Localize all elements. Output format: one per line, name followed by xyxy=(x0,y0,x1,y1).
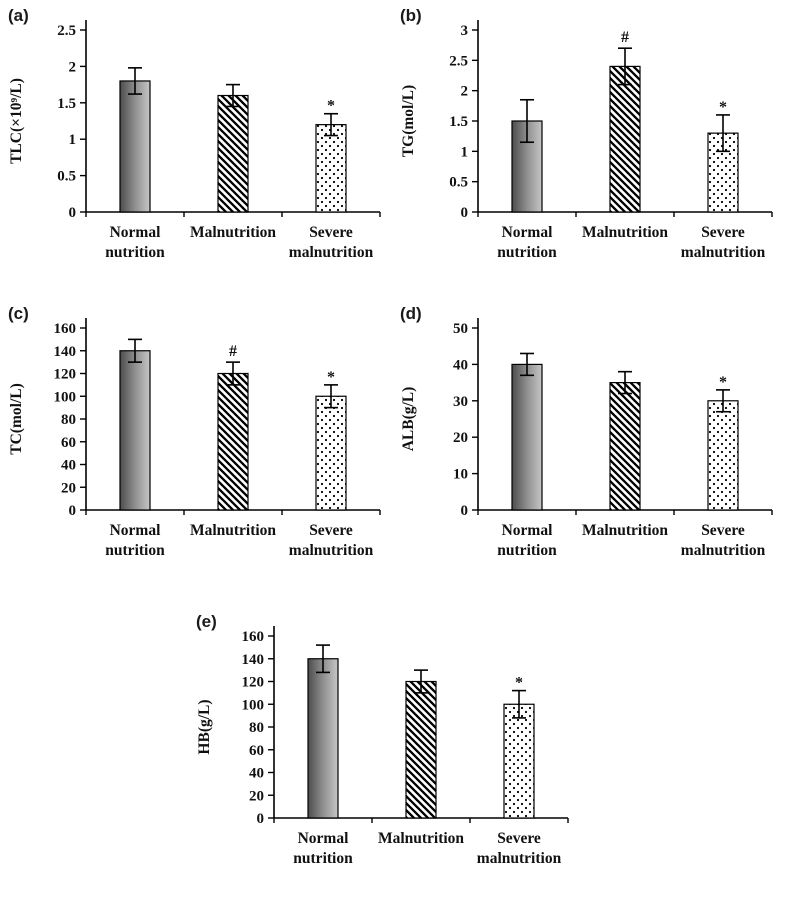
bar-chart-hb: 0 20 40 60 80 100 120 140 160 Normal nutrition Maln… xyxy=(196,626,569,867)
svg-text:nutrition: nutrition xyxy=(105,244,165,261)
bar-chart-alb: 0 10 20 30 40 50 Normal nutrition Malnutrition * S… xyxy=(400,318,773,559)
svg-text:Severe: Severe xyxy=(309,522,353,539)
svg-text:nutrition: nutrition xyxy=(497,244,557,261)
svg-text:ALB(g/L): ALB(g/L) xyxy=(400,387,417,452)
svg-text:Malnutrition: Malnutrition xyxy=(378,830,464,847)
svg-text:*: * xyxy=(719,99,727,116)
svg-text:TG(mol/L): TG(mol/L) xyxy=(400,85,417,157)
svg-text:0: 0 xyxy=(461,503,469,519)
svg-text:80: 80 xyxy=(249,720,264,736)
panel-label-b: (b) xyxy=(400,6,422,25)
svg-text:1.5: 1.5 xyxy=(57,96,76,112)
svg-text:1: 1 xyxy=(461,144,469,160)
chart-panel-d: (d) 0 10 20 30 40 50 Normal nutrition Malnutriti… xyxy=(396,302,786,587)
svg-text:2.5: 2.5 xyxy=(57,23,76,39)
svg-text:Malnutrition: Malnutrition xyxy=(190,224,276,241)
svg-text:Severe: Severe xyxy=(309,224,353,241)
svg-text:Normal: Normal xyxy=(502,522,553,539)
svg-text:10: 10 xyxy=(453,467,468,483)
svg-text:100: 100 xyxy=(242,697,265,713)
svg-text:0: 0 xyxy=(69,205,77,221)
svg-text:40: 40 xyxy=(61,458,76,474)
svg-text:Normal: Normal xyxy=(110,224,161,241)
svg-text:30: 30 xyxy=(453,394,468,410)
svg-text:50: 50 xyxy=(453,321,468,337)
svg-text:60: 60 xyxy=(61,435,76,451)
svg-text:3: 3 xyxy=(461,23,469,39)
svg-text:Severe: Severe xyxy=(701,224,745,241)
bar-chart-tc: 0 20 40 60 80 100 120 140 160 Normal nutrition # Mal… xyxy=(8,318,381,559)
panel-label-d: (d) xyxy=(400,304,422,323)
svg-text:140: 140 xyxy=(54,344,77,360)
svg-text:160: 160 xyxy=(54,321,77,337)
svg-text:malnutrition: malnutrition xyxy=(681,542,766,559)
svg-text:Severe: Severe xyxy=(497,830,541,847)
svg-text:*: * xyxy=(719,374,727,391)
svg-text:2.5: 2.5 xyxy=(449,53,468,69)
svg-text:#: # xyxy=(621,29,629,46)
svg-text:60: 60 xyxy=(249,743,264,759)
svg-text:40: 40 xyxy=(249,766,264,782)
svg-text:Malnutrition: Malnutrition xyxy=(582,224,668,241)
svg-text:140: 140 xyxy=(242,652,265,668)
svg-text:40: 40 xyxy=(453,357,468,373)
svg-text:Normal: Normal xyxy=(110,522,161,539)
svg-text:0.5: 0.5 xyxy=(449,175,468,191)
bar-chart-tlc: 0 0.5 1 1.5 2 2.5 Normal nutrition Malnutrition *… xyxy=(8,20,381,261)
svg-text:nutrition: nutrition xyxy=(105,542,165,559)
svg-text:2: 2 xyxy=(461,84,469,100)
panel-label-e: (e) xyxy=(196,612,217,631)
svg-text:nutrition: nutrition xyxy=(293,850,353,867)
svg-text:malnutrition: malnutrition xyxy=(681,244,766,261)
chart-panel-c: (c) 0 20 40 60 80 100 120 140 160 Normal nutrition… xyxy=(4,302,397,587)
svg-text:2: 2 xyxy=(69,59,77,75)
svg-text:80: 80 xyxy=(61,412,76,428)
svg-text:1.5: 1.5 xyxy=(449,114,468,130)
svg-text:nutrition: nutrition xyxy=(497,542,557,559)
svg-text:0: 0 xyxy=(461,205,469,221)
svg-text:Severe: Severe xyxy=(701,522,745,539)
svg-text:20: 20 xyxy=(61,480,76,496)
svg-text:120: 120 xyxy=(54,367,77,383)
svg-text:#: # xyxy=(229,343,237,360)
chart-panel-b: (b) 0 0.5 1 1.5 2 2.5 3 Normal nutrition # Malnutr… xyxy=(396,4,786,289)
svg-text:malnutrition: malnutrition xyxy=(289,244,374,261)
svg-text:120: 120 xyxy=(242,675,265,691)
panel-label-c: (c) xyxy=(8,304,29,323)
svg-text:malnutrition: malnutrition xyxy=(289,542,374,559)
svg-text:*: * xyxy=(515,675,523,692)
svg-text:100: 100 xyxy=(54,389,77,405)
chart-panel-e: (e) 0 20 40 60 80 100 120 140 160 Normal nutrition… xyxy=(192,610,585,895)
svg-text:HB(g/L): HB(g/L) xyxy=(196,699,213,754)
svg-text:TC(mol/L): TC(mol/L) xyxy=(8,383,25,454)
svg-text:Normal: Normal xyxy=(298,830,349,847)
svg-text:20: 20 xyxy=(249,788,264,804)
bar-chart-tg: 0 0.5 1 1.5 2 2.5 3 Normal nutrition # Malnutritio… xyxy=(400,20,773,261)
svg-text:Malnutrition: Malnutrition xyxy=(190,522,276,539)
svg-text:160: 160 xyxy=(242,629,265,645)
svg-text:*: * xyxy=(327,369,335,386)
svg-text:malnutrition: malnutrition xyxy=(477,850,562,867)
svg-text:0.5: 0.5 xyxy=(57,169,76,185)
svg-text:0: 0 xyxy=(69,503,77,519)
chart-panel-a: (a) 0 0.5 1 1.5 2 2.5 Normal nutrition Malnutrit… xyxy=(4,4,397,289)
svg-text:*: * xyxy=(327,98,335,115)
svg-text:Normal: Normal xyxy=(502,224,553,241)
svg-text:TLC(×10⁹/L): TLC(×10⁹/L) xyxy=(8,78,25,164)
svg-text:20: 20 xyxy=(453,430,468,446)
svg-text:1: 1 xyxy=(69,132,77,148)
svg-text:Malnutrition: Malnutrition xyxy=(582,522,668,539)
panel-label-a: (a) xyxy=(8,6,29,25)
svg-text:0: 0 xyxy=(257,811,265,827)
